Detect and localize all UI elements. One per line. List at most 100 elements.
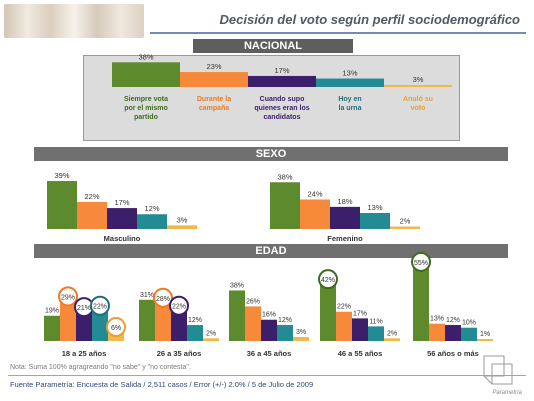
section-title-sexo: SEXO [34, 147, 508, 161]
edad-group-3-value-label-2: 26% [246, 298, 260, 305]
edad-group-1-bar-3 [76, 313, 92, 341]
edad-group-5-value-label-5: 1% [480, 331, 490, 338]
nacional-category-label-4-line-1: Hoy en [338, 96, 361, 103]
edad-group-1-value-label-4: 22% [93, 304, 107, 311]
edad-group-1-bar-2 [60, 302, 76, 341]
edad-group-2-bar-5 [203, 338, 219, 341]
edad-group-1-value-label-5: 6% [111, 325, 121, 332]
nacional-value-label-5: 3% [413, 75, 424, 84]
edad-group-5-bar-4 [461, 327, 477, 341]
nacional-bar-5 [384, 85, 452, 87]
sexo-masculino-value-label-5: 3% [177, 215, 188, 224]
section-title-edad: EDAD [34, 244, 508, 258]
header-rule [150, 32, 526, 34]
nacional-value-label-2: 23% [206, 62, 221, 71]
edad-group-1-highlight-circle-4 [90, 295, 110, 316]
sexo-masculino-value-label-2: 22% [84, 192, 99, 201]
edad-group-2-value-label-1: 31% [140, 292, 154, 299]
edad-group-label-3: 36 a 45 años [247, 349, 292, 358]
sexo-masculino-bar-3 [107, 208, 137, 229]
edad-group-4-value-label-1: 42% [321, 277, 335, 284]
sexo-masculino-bar-2 [77, 201, 107, 229]
edad-group-1-value-label-3: 21% [77, 305, 91, 312]
edad-group-3-value-label-1: 38% [230, 282, 244, 289]
edad-group-4-highlight-circle-1 [318, 269, 338, 290]
sexo-masculino-value-label-1: 39% [54, 171, 69, 180]
edad-group-5-bar-3 [445, 325, 461, 341]
nacional-value-label-1: 38% [138, 52, 153, 61]
nacional-value-label-3: 17% [274, 66, 289, 75]
page-title: Decisión del voto según perfil sociodemo… [219, 12, 521, 27]
edad-group-3-value-label-4: 12% [278, 317, 292, 324]
edad-group-1-bar-4 [92, 311, 108, 341]
edad-group-2-bar-4 [187, 325, 203, 341]
edad-group-1-highlight-circle-5 [106, 317, 126, 338]
edad-group-label-5: 56 años o más [427, 349, 479, 358]
nacional-value-label-4: 13% [342, 69, 357, 78]
sexo-femenino-value-label-5: 2% [400, 217, 411, 226]
edad-group-4-value-label-3: 17% [353, 310, 367, 317]
edad-group-1-value-label-1: 19% [45, 308, 59, 315]
nacional-category-label-1-line-2: por el mismo [124, 105, 168, 112]
source-footer: Fuente Parametría: Encuesta de Salida / … [10, 380, 314, 389]
edad-group-2-value-label-5: 2% [206, 330, 216, 337]
edad-group-5-bar-2 [429, 323, 445, 341]
footer-rule [8, 375, 526, 376]
sexo-masculino-bar-1 [47, 181, 77, 229]
nacional-bar-3 [248, 75, 316, 87]
edad-group-3-value-label-3: 16% [262, 312, 276, 319]
sexo-masculino-value-label-3: 17% [114, 198, 129, 207]
edad-group-2-bar-2 [155, 303, 171, 341]
edad-group-5-bar-5 [477, 339, 493, 341]
nacional-category-label-4-line-2: la urna [339, 105, 362, 112]
sexo-masculino-bar-5 [167, 225, 197, 229]
sexo-masculino-value-label-4: 12% [144, 204, 159, 213]
edad-group-2-highlight-circle-2 [153, 287, 173, 308]
edad-group-label-2: 26 a 35 años [157, 349, 202, 358]
edad-group-4-value-label-4: 11% [369, 318, 383, 325]
edad-group-2-bar-3 [171, 311, 187, 341]
section-title-nacional: NACIONAL [193, 39, 353, 53]
edad-group-5-bar-1 [413, 267, 429, 341]
edad-group-2-value-label-4: 12% [188, 317, 202, 324]
nacional-category-label-3-line-2: quienes eran los [254, 105, 309, 112]
nacional-category-label-5-line-2: voto [411, 105, 426, 112]
sexo-femenino-bar-1 [270, 182, 300, 229]
sexo-femenino-value-label-1: 38% [277, 172, 292, 181]
sexo-femenino-value-label-4: 13% [367, 203, 382, 212]
sexo-group-label-2: Femenino [327, 234, 363, 243]
edad-group-4-bar-5 [384, 338, 400, 341]
edad-group-3-bar-1 [229, 290, 245, 341]
edad-group-3-bar-4 [277, 325, 293, 341]
footnote: Nota: Suma 100% agragreando "no sabe" y … [10, 364, 191, 371]
logo-text: Parametría [492, 390, 522, 396]
header-photo-strip [4, 4, 144, 38]
edad-group-1-value-label-2: 29% [61, 294, 75, 301]
sexo-group-label-1: Masculino [104, 234, 141, 243]
edad-group-2-value-label-3: 22% [172, 304, 186, 311]
sexo-femenino-value-label-3: 18% [337, 197, 352, 206]
edad-group-5-value-label-4: 10% [462, 320, 476, 327]
sexo-femenino-bar-5 [390, 226, 420, 229]
sexo-femenino-value-label-2: 24% [307, 189, 322, 198]
edad-group-5-value-label-1: 55% [414, 260, 428, 267]
nacional-bar-2 [180, 72, 248, 87]
edad-group-4-bar-2 [336, 311, 352, 341]
edad-group-4-bar-3 [352, 318, 368, 341]
nacional-category-label-1-line-3: partido [134, 114, 158, 121]
nacional-category-label-1-line-1: Siempre vota [124, 96, 168, 103]
nacional-bar-4 [316, 78, 384, 87]
edad-group-4-value-label-2: 22% [337, 304, 351, 311]
edad-group-4-bar-4 [368, 326, 384, 341]
sexo-femenino-bar-2 [300, 199, 330, 229]
edad-group-1-bar-1 [44, 315, 60, 341]
sexo-femenino-bar-4 [360, 213, 390, 229]
sexo-masculino-bar-4 [137, 214, 167, 229]
nacional-category-label-5-line-1: Anuló su [403, 96, 433, 103]
edad-group-5-highlight-circle-1 [411, 251, 431, 272]
edad-group-2-bar-1 [139, 299, 155, 341]
edad-group-4-bar-1 [320, 285, 336, 341]
nacional-category-label-3-line-1: Cuando supo [260, 96, 305, 103]
edad-group-4-value-label-5: 2% [387, 330, 397, 337]
